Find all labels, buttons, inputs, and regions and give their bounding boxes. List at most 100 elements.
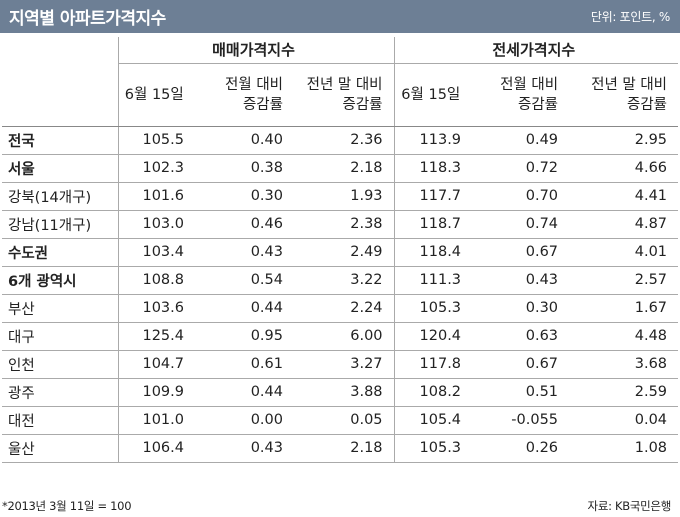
value-cell: 0.54 xyxy=(195,266,294,295)
table-row: 울산 106.4 0.43 2.18 105.3 0.26 1.08 xyxy=(2,434,679,463)
value-cell: 0.43 xyxy=(472,266,570,295)
region-cell: 전국 xyxy=(2,126,118,155)
value-cell: 108.2 xyxy=(393,378,473,407)
value-cell: 6.00 xyxy=(294,322,395,351)
value-cell: 2.57 xyxy=(569,266,679,295)
value-cell: 2.59 xyxy=(569,378,679,407)
value-cell: 4.01 xyxy=(569,238,679,267)
value-cell: 118.3 xyxy=(393,154,473,183)
value-cell: 125.4 xyxy=(117,322,195,351)
value-cell: 105.3 xyxy=(393,294,473,323)
value-cell: 103.4 xyxy=(117,238,195,267)
value-cell: 0.38 xyxy=(195,154,294,183)
value-cell: 0.67 xyxy=(472,350,570,379)
region-cell: 수도권 xyxy=(2,238,118,267)
table-row: 강남(11개구) 103.0 0.46 2.38 118.7 0.74 4.87 xyxy=(2,210,679,239)
region-cell: 강남(11개구) xyxy=(2,210,118,239)
sale-date-header: 6월 15일 xyxy=(117,63,195,127)
unit-label: 단위: 포인트, % xyxy=(590,10,670,24)
sale-mom-header-line2: 증감률 xyxy=(242,96,283,113)
table-row: 강북(14개구) 101.6 0.30 1.93 117.7 0.70 4.41 xyxy=(2,182,679,211)
value-cell: 117.8 xyxy=(393,350,473,379)
value-cell: 111.3 xyxy=(393,266,473,295)
sale-index-header: 매매가격지수 xyxy=(117,37,395,64)
region-cell: 서울 xyxy=(2,154,118,183)
region-cell: 대전 xyxy=(2,406,118,435)
title-bar: 지역별 아파트가격지수 단위: 포인트, % xyxy=(0,0,680,33)
table-row: 광주 109.9 0.44 3.88 108.2 0.51 2.59 xyxy=(2,378,679,407)
value-cell: 0.40 xyxy=(195,126,294,155)
value-cell: 3.68 xyxy=(569,350,679,379)
value-cell: 0.67 xyxy=(472,238,570,267)
corner-cell-lower xyxy=(2,63,118,127)
value-cell: 4.41 xyxy=(569,182,679,211)
jeonse-mom-header-line1: 전월 대비 xyxy=(500,76,559,93)
value-cell: 0.70 xyxy=(472,182,570,211)
base-date-note: *2013년 3월 11일 = 100 xyxy=(2,499,132,513)
sub-header-row: 6월 15일 전월 대비 증감률 전년 말 대비 증감률 6월 15일 전월 대… xyxy=(2,63,679,127)
jeonse-index-header: 전세가격지수 xyxy=(393,37,679,64)
region-cell: 광주 xyxy=(2,378,118,407)
value-cell: 101.0 xyxy=(117,406,195,435)
value-cell: 0.00 xyxy=(195,406,294,435)
value-cell: 0.74 xyxy=(472,210,570,239)
value-cell: 1.08 xyxy=(569,434,679,463)
group-header-row: 매매가격지수 전세가격지수 xyxy=(2,37,679,64)
value-cell: 0.72 xyxy=(472,154,570,183)
value-cell: 120.4 xyxy=(393,322,473,351)
value-cell: 2.18 xyxy=(294,154,395,183)
table-row: 부산 103.6 0.44 2.24 105.3 0.30 1.67 xyxy=(2,294,679,323)
value-cell: 105.4 xyxy=(393,406,473,435)
value-cell: 0.43 xyxy=(195,434,294,463)
value-cell: 2.18 xyxy=(294,434,395,463)
region-cell: 대구 xyxy=(2,322,118,351)
sale-yoy-header-line2: 증감률 xyxy=(342,96,383,113)
value-cell: 0.30 xyxy=(195,182,294,211)
jeonse-yoy-header-line1: 전년 말 대비 xyxy=(591,76,668,93)
value-cell: 2.95 xyxy=(569,126,679,155)
value-cell: 4.48 xyxy=(569,322,679,351)
value-cell: 0.44 xyxy=(195,294,294,323)
value-cell: 113.9 xyxy=(393,126,473,155)
value-cell: 106.4 xyxy=(117,434,195,463)
table-row: 인천 104.7 0.61 3.27 117.8 0.67 3.68 xyxy=(2,350,679,379)
jeonse-yoy-header: 전년 말 대비 증감률 xyxy=(569,63,679,127)
jeonse-yoy-header-line2: 증감률 xyxy=(627,96,668,113)
value-cell: 0.51 xyxy=(472,378,570,407)
value-cell: 0.46 xyxy=(195,210,294,239)
value-cell: 3.88 xyxy=(294,378,395,407)
value-cell: 0.49 xyxy=(472,126,570,155)
value-cell: -0.055 xyxy=(472,406,570,435)
value-cell: 0.95 xyxy=(195,322,294,351)
value-cell: 3.22 xyxy=(294,266,395,295)
value-cell: 0.63 xyxy=(472,322,570,351)
table-row: 대구 125.4 0.95 6.00 120.4 0.63 4.48 xyxy=(2,322,679,351)
table-row: 6개 광역시 108.8 0.54 3.22 111.3 0.43 2.57 xyxy=(2,266,679,295)
value-cell: 118.7 xyxy=(393,210,473,239)
region-cell: 울산 xyxy=(2,434,118,463)
value-cell: 3.27 xyxy=(294,350,395,379)
sale-mom-header: 전월 대비 증감률 xyxy=(195,63,294,127)
value-cell: 109.9 xyxy=(117,378,195,407)
value-cell: 0.44 xyxy=(195,378,294,407)
source-note: 자료: KB국민은행 xyxy=(587,499,672,513)
value-cell: 0.61 xyxy=(195,350,294,379)
table-row: 서울 102.3 0.38 2.18 118.3 0.72 4.66 xyxy=(2,154,679,183)
jeonse-mom-header-line2: 증감률 xyxy=(518,96,559,113)
value-cell: 4.66 xyxy=(569,154,679,183)
region-cell: 인천 xyxy=(2,350,118,379)
corner-cell xyxy=(2,37,118,63)
value-cell: 118.4 xyxy=(393,238,473,267)
value-cell: 0.30 xyxy=(472,294,570,323)
value-cell: 103.6 xyxy=(117,294,195,323)
value-cell: 1.93 xyxy=(294,182,395,211)
sale-yoy-header: 전년 말 대비 증감률 xyxy=(294,63,395,127)
footer: *2013년 3월 11일 = 100 자료: KB국민은행 xyxy=(0,497,680,515)
jeonse-date-header: 6월 15일 xyxy=(393,63,473,127)
value-cell: 103.0 xyxy=(117,210,195,239)
value-cell: 101.6 xyxy=(117,182,195,211)
price-index-table: 매매가격지수 전세가격지수 6월 15일 전월 대비 증감률 전년 말 대비 증… xyxy=(2,37,679,463)
value-cell: 2.36 xyxy=(294,126,395,155)
value-cell: 2.38 xyxy=(294,210,395,239)
value-cell: 0.05 xyxy=(294,406,395,435)
